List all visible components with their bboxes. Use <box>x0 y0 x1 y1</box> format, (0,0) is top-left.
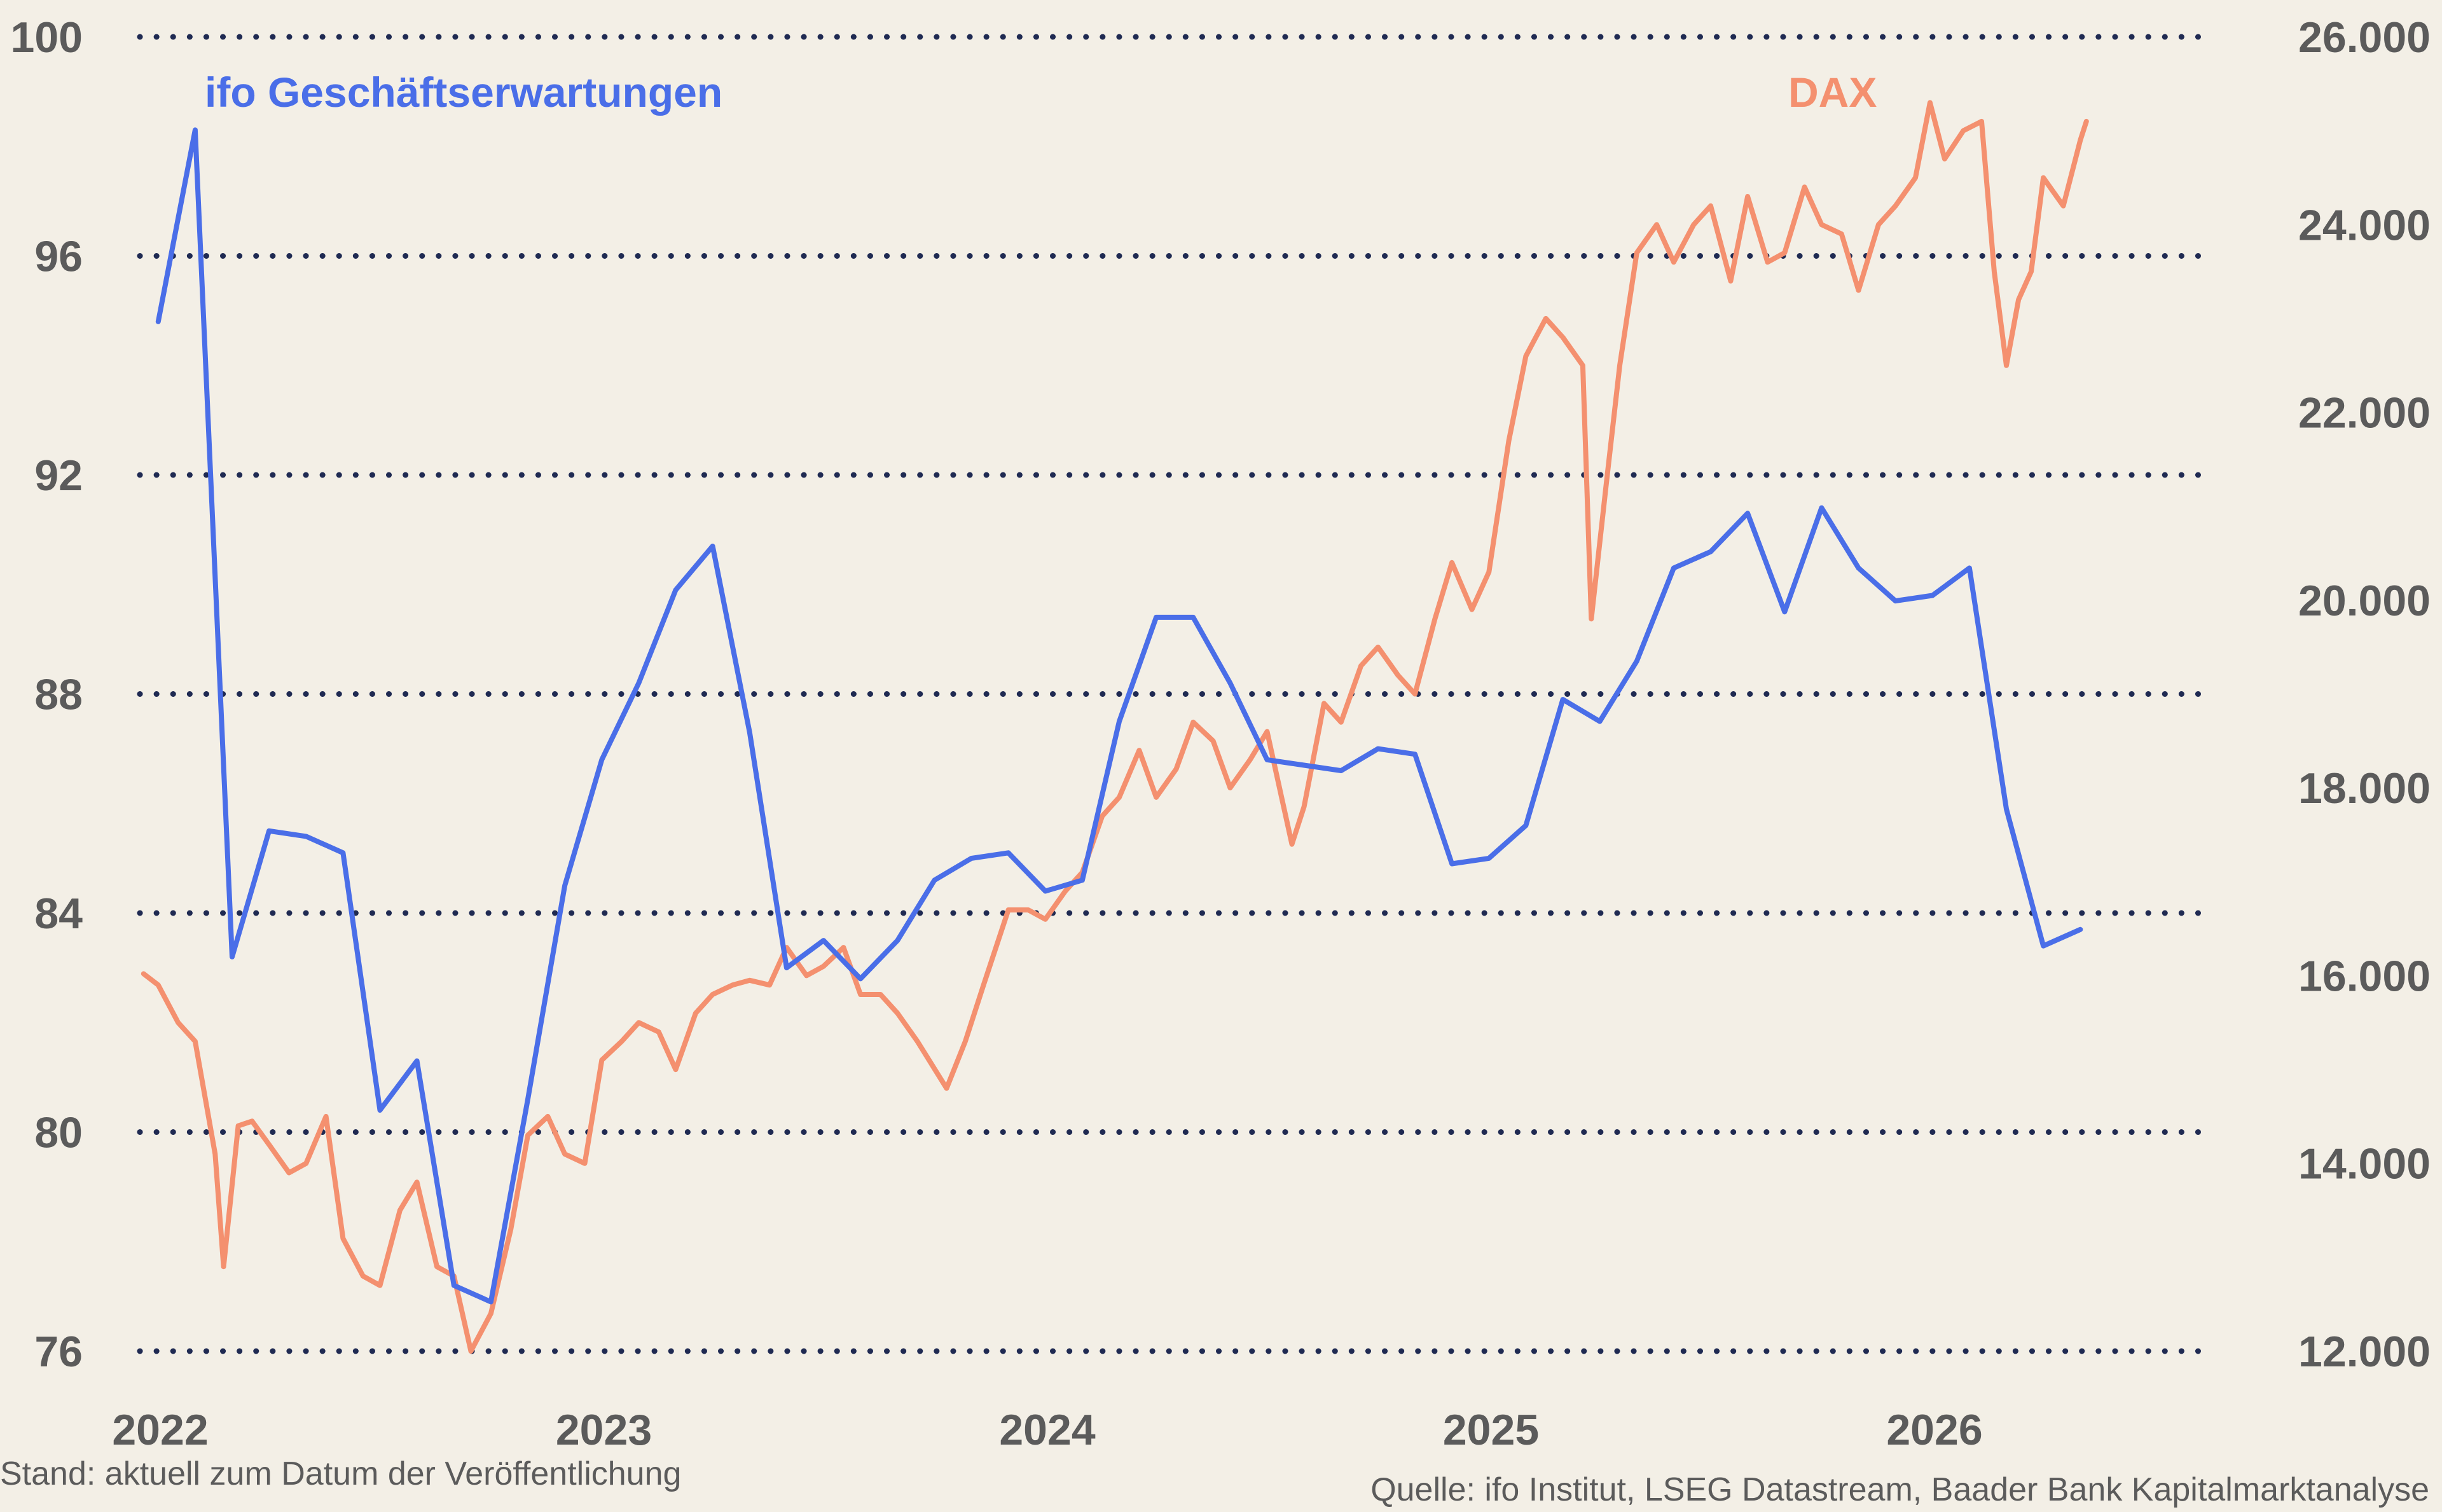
left-tick-label: 96 <box>34 233 83 281</box>
left-tick-label: 88 <box>34 671 83 719</box>
x-tick-label: 2024 <box>999 1406 1095 1454</box>
right-tick-label: 22.000 <box>2298 389 2431 437</box>
left-tick-label: 80 <box>34 1109 83 1157</box>
left-tick-label: 84 <box>34 890 83 938</box>
footnote-stand: Stand: aktuell zum Datum der Veröffentli… <box>0 1455 681 1492</box>
left-tick-label: 100 <box>11 13 83 62</box>
x-axis-ticks: 2022 2023 2024 2025 2026 <box>112 1406 1982 1454</box>
left-axis-ticks: 100 96 92 88 84 80 76 <box>11 13 83 1376</box>
right-tick-label: 12.000 <box>2298 1328 2431 1376</box>
legend-label-dax: DAX <box>1788 69 1877 116</box>
left-tick-label: 92 <box>34 451 83 500</box>
x-tick-label: 2023 <box>556 1406 652 1454</box>
footnote-source: Quelle: ifo Institut, LSEG Datastream, B… <box>1370 1471 2429 1508</box>
right-tick-label: 20.000 <box>2298 577 2431 625</box>
x-tick-label: 2026 <box>1886 1406 1982 1454</box>
right-tick-label: 14.000 <box>2298 1140 2431 1188</box>
right-axis-ticks: 26.000 24.000 22.000 20.000 18.000 16.000 14.0… <box>2298 13 2431 1376</box>
series <box>141 100 2089 1354</box>
series-line-ifo <box>155 127 2083 1305</box>
right-tick-label: 18.000 <box>2298 764 2431 813</box>
legend-label-ifo: ifo Geschäftserwartungen <box>205 69 722 116</box>
right-tick-label: 26.000 <box>2298 13 2431 62</box>
x-tick-label: 2025 <box>1443 1406 1539 1454</box>
right-tick-label: 24.000 <box>2298 201 2431 249</box>
gridlines <box>137 34 2216 1354</box>
x-tick-label: 2022 <box>112 1406 208 1454</box>
right-tick-label: 16.000 <box>2298 952 2431 1000</box>
left-tick-label: 76 <box>34 1328 83 1376</box>
